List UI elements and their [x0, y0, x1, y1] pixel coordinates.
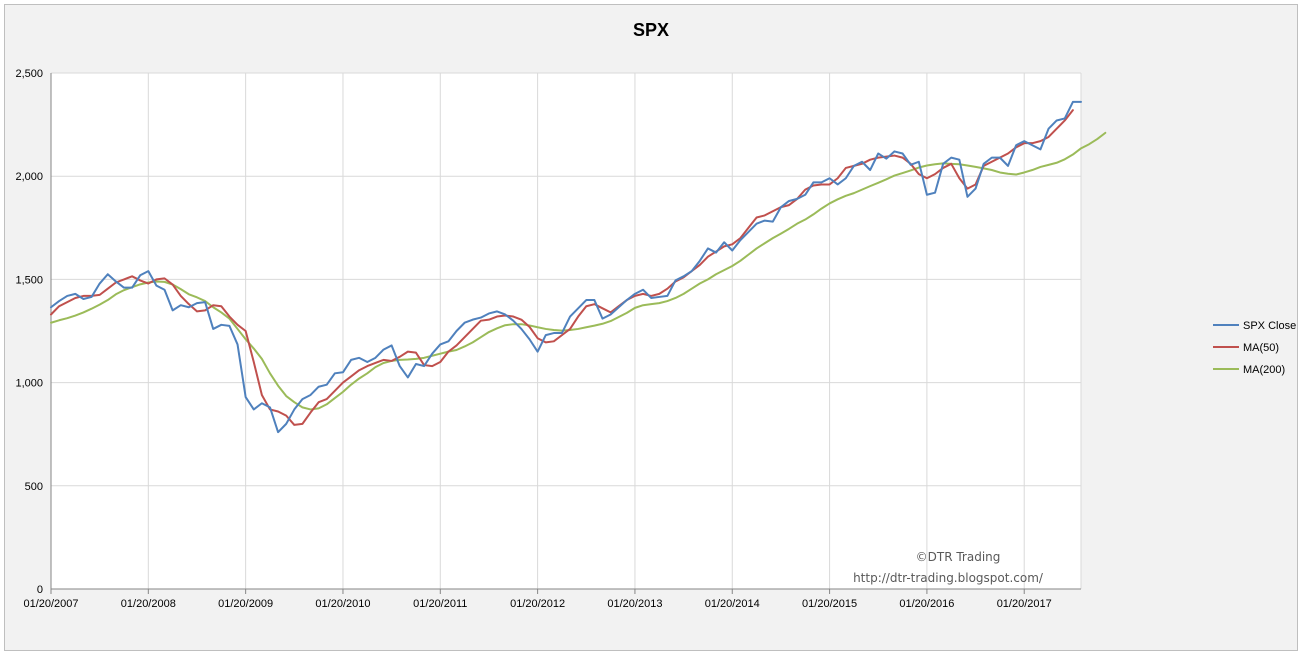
x-tick-label: 01/20/2007 [23, 598, 78, 610]
horizontal-gridlines [51, 72, 1081, 487]
series-line-spx-close [50, 100, 1082, 434]
chart-svg: SPX 0 500 1,000 1,500 2,000 2,500 01/20/2007 01… [15, 20, 1296, 610]
y-tick-label: 1,000 [15, 378, 43, 390]
x-tick-label: 01/20/2009 [218, 598, 273, 610]
series-line-ma-200 [50, 131, 1107, 411]
x-tick-label: 01/20/2010 [315, 598, 370, 610]
x-tick-label: 01/20/2011 [413, 598, 467, 610]
watermark-copyright: ©DTR Trading [916, 550, 1001, 564]
y-tick-label: 2,500 [15, 68, 43, 80]
series-lines [50, 100, 1107, 434]
x-tick-label: 01/20/2016 [899, 598, 954, 610]
x-tick-label: 01/20/2008 [121, 598, 176, 610]
legend-label: MA(50) [1243, 342, 1279, 354]
x-tick-label: 01/20/2013 [607, 598, 662, 610]
legend-label: MA(200) [1243, 364, 1285, 376]
y-tick-label: 2,000 [15, 171, 43, 183]
chart-area: SPX 0 500 1,000 1,500 2,000 2,500 01/20/2007 01… [4, 4, 1298, 651]
chart-title: SPX [633, 20, 669, 40]
x-tick-label: 01/20/2012 [510, 598, 565, 610]
legend: SPX Close MA(50) MA(200) [1213, 320, 1296, 376]
legend-label: SPX Close [1243, 320, 1296, 332]
watermark-url: http://dtr-trading.blogspot.com/ [853, 571, 1044, 585]
x-tick-label: 01/20/2017 [997, 598, 1052, 610]
series-line-ma-50 [50, 109, 1074, 426]
vertical-gridlines [147, 73, 1025, 589]
y-tick-label: 0 [37, 584, 43, 596]
axes: 0 500 1,000 1,500 2,000 2,500 01/20/2007 01/20/… [15, 68, 1082, 610]
y-tick-label: 500 [25, 481, 43, 493]
x-tick-label: 01/20/2014 [705, 598, 760, 610]
x-tick-label: 01/20/2015 [802, 598, 857, 610]
y-tick-label: 1,500 [15, 274, 43, 286]
